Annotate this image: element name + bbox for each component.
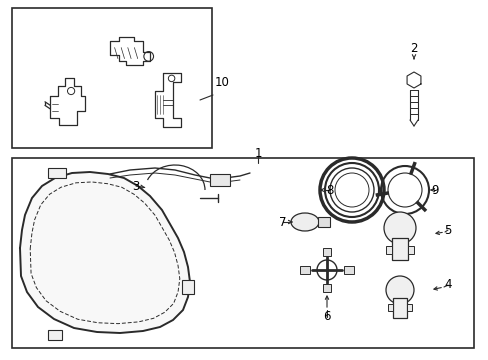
Bar <box>343 266 353 274</box>
Circle shape <box>316 260 336 280</box>
Bar <box>323 284 330 292</box>
Bar <box>48 168 66 178</box>
Bar <box>299 266 309 274</box>
Ellipse shape <box>290 213 318 231</box>
Bar <box>407 246 413 254</box>
Text: 10: 10 <box>215 76 229 89</box>
Text: 1: 1 <box>254 147 261 159</box>
Bar <box>385 246 391 254</box>
Bar <box>391 238 407 260</box>
Polygon shape <box>20 172 190 333</box>
Bar <box>317 217 329 227</box>
Bar <box>406 304 411 311</box>
Bar <box>12 158 473 348</box>
Circle shape <box>385 276 413 304</box>
Bar <box>182 280 194 294</box>
Text: 5: 5 <box>444 224 451 237</box>
Text: 2: 2 <box>409 41 417 54</box>
Text: 8: 8 <box>325 184 333 197</box>
Bar <box>387 304 392 311</box>
Bar <box>48 330 62 340</box>
Bar <box>209 174 229 186</box>
Circle shape <box>383 212 415 244</box>
Text: 9: 9 <box>430 184 438 197</box>
Text: 6: 6 <box>323 310 330 324</box>
Bar <box>323 248 330 256</box>
Text: 7: 7 <box>279 216 286 229</box>
Text: 4: 4 <box>443 279 451 292</box>
Bar <box>12 8 212 148</box>
Bar <box>392 298 406 318</box>
Text: 3: 3 <box>132 180 140 193</box>
